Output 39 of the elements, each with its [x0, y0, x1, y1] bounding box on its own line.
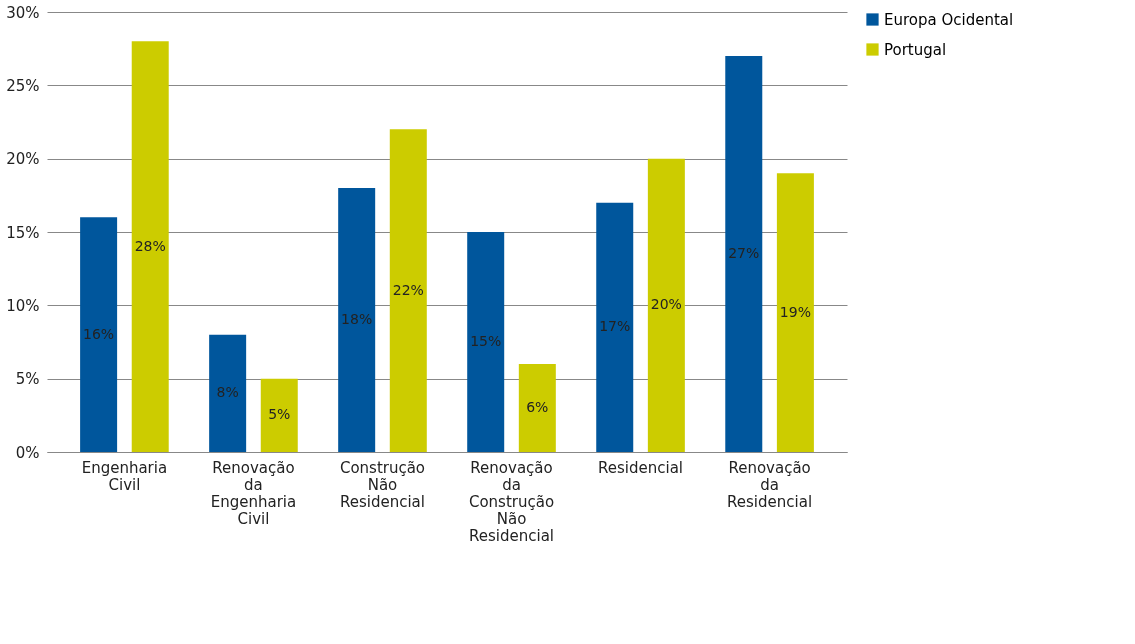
x-tick-label: Residencial [598, 458, 684, 477]
y-tick-label: 5% [15, 370, 40, 389]
data-label: 27% [728, 245, 760, 261]
data-label: 28% [134, 237, 166, 254]
data-label: 18% [341, 311, 373, 327]
data-label: 22% [392, 281, 424, 298]
y-tick-label: 0% [15, 443, 40, 462]
data-label: 5% [268, 406, 291, 423]
x-tick-label: Renovação da Construção Não Residencial [468, 458, 555, 545]
bar [260, 378, 298, 452]
data-label: 16% [83, 325, 115, 342]
y-tick-label: 20% [6, 150, 40, 169]
bar [467, 232, 505, 452]
y-tick-label: 10% [6, 296, 40, 315]
x-tick-label: Renovação da Residencial [727, 458, 813, 511]
data-label: 17% [599, 318, 631, 335]
x-tick-label: Renovação da Engenharia Civil [210, 458, 297, 528]
bar [389, 129, 427, 452]
data-label: 8% [216, 384, 239, 401]
data-label: 6% [526, 399, 549, 415]
bar [518, 364, 556, 452]
bar [209, 334, 247, 452]
data-label: 15% [470, 333, 502, 349]
x-tick-label: Construção Não Residencial [339, 458, 426, 511]
bar [338, 188, 376, 452]
y-tick-label: 30% [6, 3, 40, 22]
x-tick-label: Engenharia Civil [81, 458, 168, 494]
legend-label: Europa Ocidental [884, 10, 1014, 29]
bar [80, 217, 118, 452]
bar [725, 56, 763, 452]
bar [596, 202, 634, 452]
data-label: 20% [650, 296, 682, 313]
legend-label: Portugal [884, 40, 947, 59]
y-tick-label: 25% [6, 76, 40, 95]
y-tick-label: 15% [6, 223, 40, 242]
bar [647, 158, 685, 452]
bar [776, 173, 814, 452]
data-label: 19% [779, 303, 811, 320]
bar [131, 41, 169, 452]
